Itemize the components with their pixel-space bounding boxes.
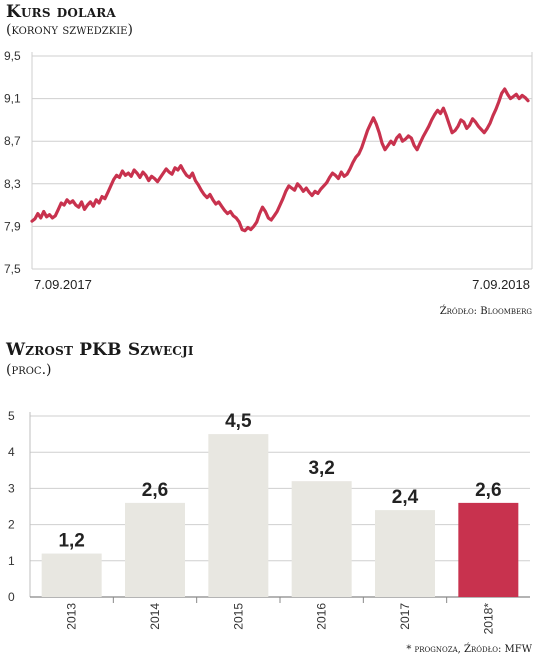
line-x-label-end: 7.09.2018 [472,277,530,292]
line-y-tick-label: 8,7 [4,134,21,148]
bar-y-tick-label: 0 [8,590,15,604]
bar-chart-source: * prognoza, Źródło: MFW [406,644,532,655]
bar-x-tick-label: 2014 [148,603,162,630]
bar-value-label: 2,4 [392,487,419,508]
line-chart: 9,5 9,1 8,7 8,3 7,9 7,5 7.09.2017 7.09.2018 [4,49,533,292]
line-chart-title: Kurs dolara [6,2,116,22]
bar-x-tick-label: 2017 [398,603,412,630]
line-series [30,87,530,233]
line-chart-subtitle: (korony szwedzkie) [6,22,133,38]
line-y-tick-label: 8,3 [4,177,21,191]
bar-2018 [458,502,519,597]
bar-y-tick-label: 2 [8,518,15,532]
bar-2014 [125,502,185,597]
bar-value-label: 2,6 [475,480,501,501]
bar-2016 [291,481,352,597]
bar-y-tick-label: 1 [8,554,15,568]
bar-y-tick-label: 5 [8,409,15,423]
bar-2013 [41,553,102,597]
bar-value-label: 2,6 [142,480,168,501]
bar-y-tick-label: 3 [8,481,15,495]
line-y-tick-label: 7,9 [4,219,21,233]
bar-x-tick-label: 2015 [231,603,245,630]
bar-2015 [208,434,269,597]
bar-chart-title: Wzrost PKB Szwecji [6,340,194,360]
line-y-tick-label: 7,5 [4,262,21,276]
line-y-tick-label: 9,1 [4,92,21,106]
bar-x-tick-label: 2016 [315,603,329,630]
bar-x-tick-label: 2018* [481,603,495,635]
bar-value-label: 4,5 [225,411,252,432]
line-chart-source: Źródło: Bloomberg [439,306,532,317]
bar-value-label: 3,2 [308,458,334,479]
bar-y-tick-label: 4 [8,445,15,459]
bar-2017 [375,510,435,597]
line-x-label-start: 7.09.2017 [34,277,92,292]
bar-value-label: 1,2 [58,531,84,552]
bar-chart-subtitle: (proc.) [6,362,52,378]
bar-x-tick-label: 2013 [65,603,79,630]
line-y-tick-label: 9,5 [4,49,21,63]
